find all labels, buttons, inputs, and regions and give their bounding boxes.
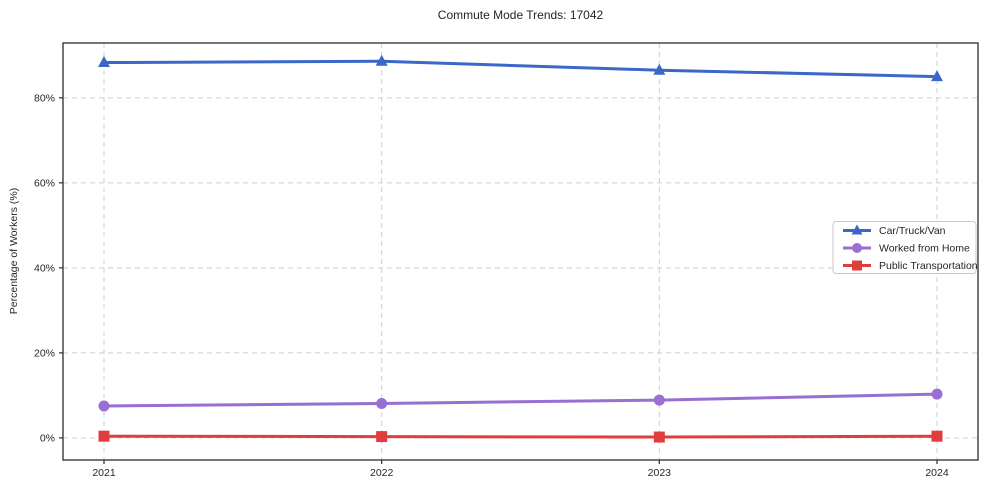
axis-ticks: 0% 20% 40% 60% 80% 2021 2022 2023 2024 [34,92,949,479]
x-tick-label: 2022 [370,467,394,479]
legend-box [832,221,977,274]
legend-entry-worked-from-home: Worked from Home [843,243,970,255]
series-car-truck-van [98,54,943,82]
series-public-transportation [98,430,943,443]
y-tick-label: 20% [34,347,55,359]
y-tick-label: 80% [34,92,55,104]
x-tick-label: 2024 [925,467,949,479]
y-tick-label: 0% [40,432,55,444]
legend-label: Car/Truck/Van [879,225,946,237]
x-tick-label: 2021 [92,467,116,479]
series-line-car-truck-van [102,59,939,79]
y-tick-label: 60% [34,177,55,189]
chart-title: Commute Mode Trends: 17042 [437,8,604,22]
axes-frame [62,42,979,461]
series-worked-from-home [98,388,943,412]
legend: Car/Truck/Van Worked from Home Public Tran… [832,221,978,274]
series-line-public-transportation [102,434,939,439]
legend-label: Worked from Home [879,243,970,255]
x-tick-label: 2023 [648,467,672,479]
y-tick-label: 40% [34,262,55,274]
legend-entry-car-truck-van: Car/Truck/Van [843,224,946,237]
series-line-worked-from-home [102,392,939,408]
legend-label: Public Transportation [879,260,978,272]
legend-entry-public-transportation: Public Transportation [843,260,978,272]
